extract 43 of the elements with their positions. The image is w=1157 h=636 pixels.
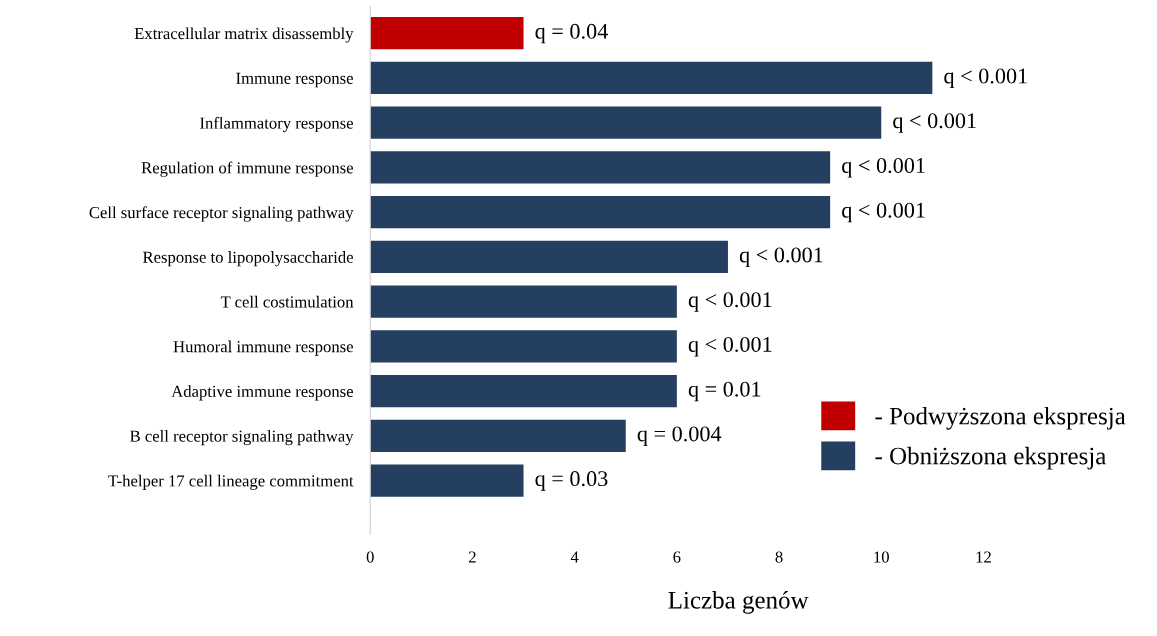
x-tick-label: 0 bbox=[366, 551, 374, 563]
bar bbox=[370, 374, 677, 408]
annotation: q = 0.03 bbox=[535, 471, 608, 491]
y-tick-label: T cell costimulation bbox=[220, 295, 354, 308]
annotation: q < 0.001 bbox=[842, 157, 925, 178]
bar bbox=[370, 419, 626, 452]
y-tick-label: Humoral immune response bbox=[173, 340, 353, 356]
bar bbox=[370, 151, 831, 184]
y-tick-label: Immune response bbox=[236, 72, 353, 88]
annotation: q < 0.001 bbox=[842, 202, 925, 223]
x-tick-label: 12 bbox=[976, 551, 991, 563]
legend-label: - Podwyższona ekspresja bbox=[875, 406, 1126, 430]
y-tick-label: T-helper 17 cell lineage commitment bbox=[108, 474, 354, 490]
x-tick-label: 2 bbox=[469, 551, 476, 563]
annotation: q < 0.001 bbox=[688, 336, 772, 357]
bar bbox=[370, 61, 933, 95]
x-tick-label: 4 bbox=[570, 551, 579, 563]
y-tick-label: Regulation of immune response bbox=[141, 161, 353, 177]
x-tick-label: 8 bbox=[775, 551, 783, 563]
x-tick-label: 6 bbox=[673, 551, 681, 563]
y-tick-label: Response to lipopolysaccharide bbox=[142, 251, 353, 267]
y-tick-label: Extracellular matrix disassembly bbox=[134, 27, 354, 43]
bar bbox=[370, 106, 882, 139]
bar bbox=[370, 464, 524, 497]
bar bbox=[370, 330, 677, 363]
annotation: q = 0.04 bbox=[535, 23, 608, 44]
y-tick-label: Cell surface receptor signaling pathway bbox=[89, 206, 354, 222]
annotation: q < 0.001 bbox=[739, 247, 823, 267]
annotation: q < 0.001 bbox=[688, 292, 772, 312]
annotation: q < 0.001 bbox=[944, 68, 1027, 89]
x-tick-label: 10 bbox=[874, 551, 889, 563]
annotation: q = 0.01 bbox=[688, 381, 761, 402]
legend-label: - Obniższona ekspresja bbox=[875, 446, 1107, 470]
y-tick-label: Adaptive immune response bbox=[171, 385, 353, 401]
annotation: q = 0.004 bbox=[637, 426, 722, 446]
y-tick-label: Inflammatory response bbox=[200, 116, 353, 133]
bar bbox=[370, 196, 831, 229]
y-tick-label: B cell receptor signaling pathway bbox=[130, 430, 354, 446]
annotation: q < 0.001 bbox=[893, 113, 976, 133]
bar bbox=[370, 17, 524, 50]
x-axis-title: Liczba genów bbox=[668, 591, 809, 614]
bar bbox=[370, 285, 677, 318]
bar bbox=[370, 240, 728, 273]
